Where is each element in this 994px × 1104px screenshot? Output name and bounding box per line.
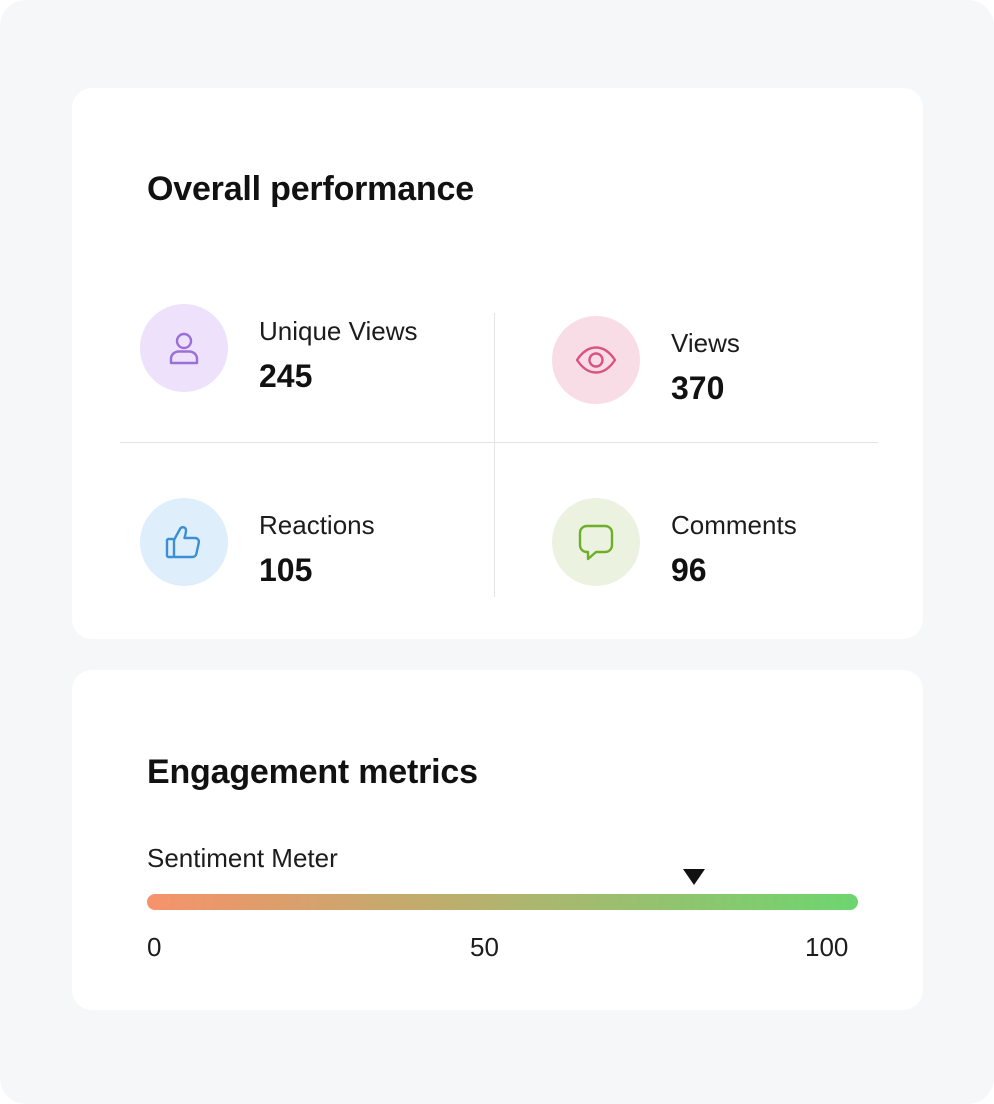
engagement-metrics-card: Engagement metrics Sentiment Meter 0 50 … bbox=[72, 670, 923, 1010]
meter-tick-min: 0 bbox=[147, 932, 162, 962]
stat-label: Reactions bbox=[259, 510, 375, 540]
stat-value: 245 bbox=[259, 358, 313, 394]
card-title: Overall performance bbox=[147, 170, 474, 208]
card-title: Engagement metrics bbox=[147, 753, 478, 791]
overall-performance-card: Overall performance Unique Views 245 Vie… bbox=[72, 88, 923, 639]
stat-label: Unique Views bbox=[259, 316, 418, 346]
user-icon bbox=[169, 332, 199, 365]
stat-label: Views bbox=[671, 328, 740, 358]
eye-icon bbox=[575, 346, 617, 374]
thumbs-up-icon-badge bbox=[140, 498, 228, 586]
meter-tick-mid: 50 bbox=[470, 932, 499, 962]
stat-label: Comments bbox=[671, 510, 797, 540]
sentiment-pointer-icon bbox=[683, 869, 706, 885]
eye-icon-badge bbox=[552, 316, 640, 404]
stat-value: 105 bbox=[259, 552, 313, 588]
vertical-divider bbox=[494, 313, 495, 597]
sentiment-meter-bar bbox=[147, 894, 858, 910]
stat-value: 370 bbox=[671, 370, 725, 406]
meter-tick-max: 100 bbox=[805, 932, 849, 962]
user-icon-badge bbox=[140, 304, 228, 392]
speech-bubble-icon-badge bbox=[552, 498, 640, 586]
sentiment-meter-label: Sentiment Meter bbox=[147, 843, 338, 873]
speech-bubble-icon bbox=[578, 524, 614, 561]
stat-value: 96 bbox=[671, 552, 707, 588]
horizontal-divider bbox=[120, 442, 878, 443]
thumbs-up-icon bbox=[165, 526, 201, 559]
